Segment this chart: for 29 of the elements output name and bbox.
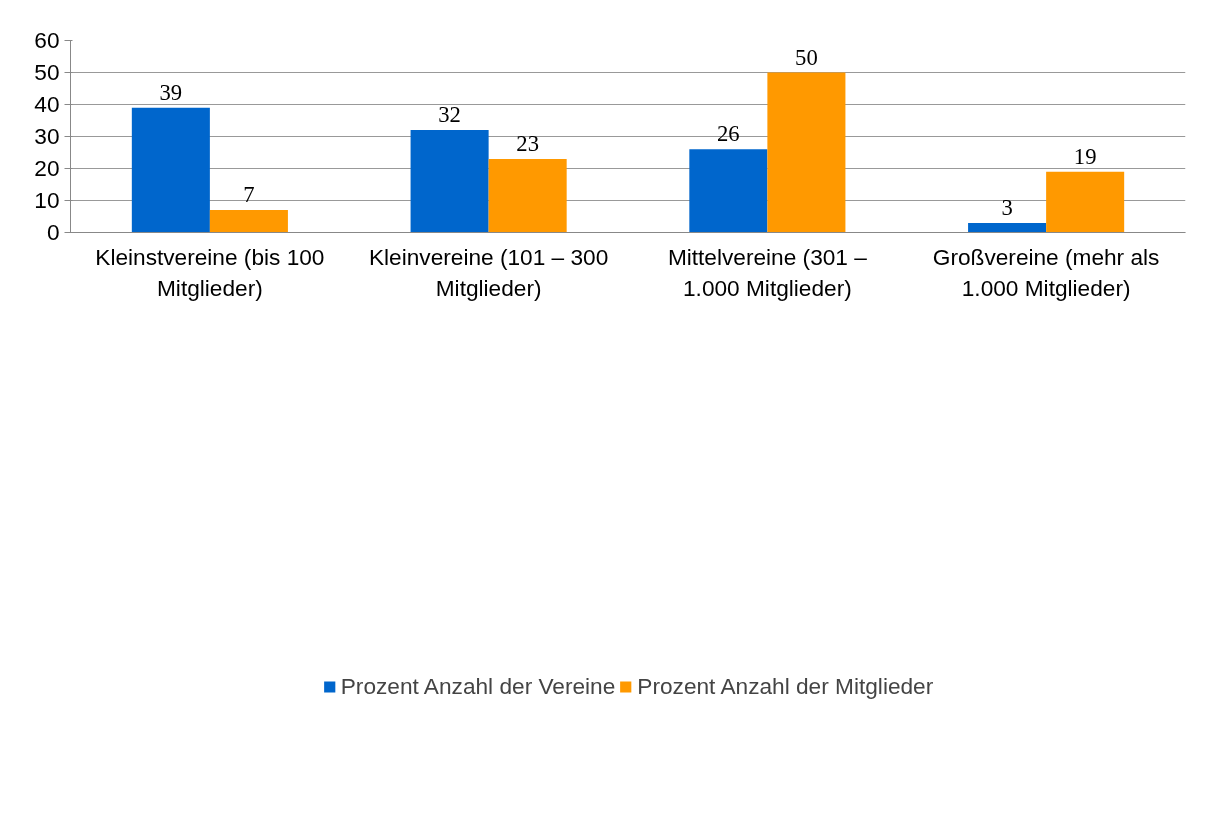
x-tick-label: Kleinvereine (101 – 300 Mitglieder) [368,243,609,301]
y-tick-label: 20 [34,155,60,181]
y-tick-label: 10 [34,187,60,213]
data-label: 26 [717,121,740,147]
bar [689,149,768,233]
y-tick-label: 50 [34,59,60,85]
x-tick-label: Großvereine (mehr als 1.000 Mitglieder) [932,243,1160,301]
data-label: 50 [795,44,818,70]
x-tick-label: Kleinstvereine (bis 100 Mitglieder) [95,243,325,301]
data-label: 23 [516,130,539,156]
bar [410,130,489,233]
y-tick-label: 60 [34,27,60,53]
y-tick-label: 0 [46,219,60,245]
data-label: 3 [1001,194,1013,220]
data-label: 7 [243,182,255,208]
data-label: 39 [159,79,183,105]
bar [131,107,210,233]
bar [1046,171,1125,233]
bar [488,158,567,233]
bar [209,210,288,233]
data-label: 19 [1073,143,1097,169]
legend-label: Prozent Anzahl der Vereine [340,672,616,700]
data-label: 32 [438,102,461,128]
bar [767,72,846,233]
y-tick-label: 40 [34,91,60,117]
y-tick-label: 30 [34,123,60,149]
legend-label: Prozent Anzahl der Mitglieder [637,672,934,700]
bar [968,222,1047,233]
x-tick-label: Mittelvereine (301 – 1.000 Mitglieder) [667,243,868,301]
